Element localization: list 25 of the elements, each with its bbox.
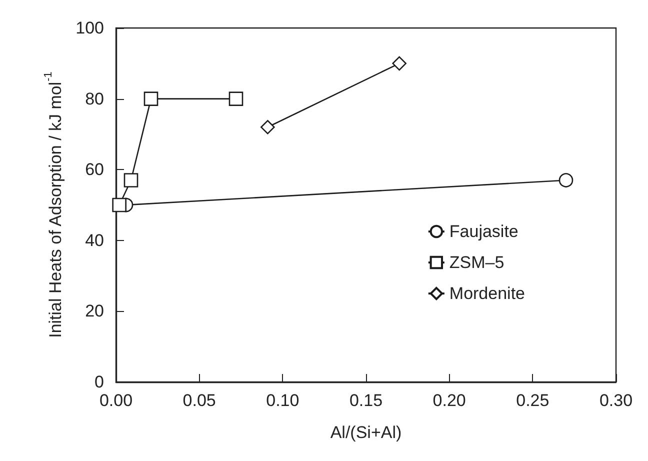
x-tick-label: 0.15 — [349, 391, 383, 410]
point — [144, 92, 158, 106]
x-tick-label: 0.05 — [182, 391, 216, 410]
point — [124, 173, 138, 188]
x-axis-title: Al/(Si+Al) — [330, 423, 402, 442]
point — [558, 173, 574, 188]
y-tick-label: 60 — [85, 160, 104, 180]
x-tick-label: 0.20 — [432, 391, 466, 410]
legend-label: Faujasite — [449, 222, 518, 241]
y-tick-label: 0 — [94, 372, 104, 392]
y-tick-label: 40 — [85, 230, 104, 250]
point — [228, 92, 244, 106]
y-tick-label: 80 — [85, 89, 104, 108]
x-tick-label: 0.25 — [516, 391, 550, 410]
point — [392, 56, 406, 71]
y-tick-label: 100 — [76, 18, 104, 38]
legend-label: ZSM–5 — [449, 253, 504, 272]
legend-label: Mordenite — [449, 284, 526, 303]
y-axis-title: Initial Heats of Adsorption / kJ mol-1 — [42, 72, 65, 338]
point — [260, 120, 275, 134]
x-tick-label: 0.10 — [266, 391, 300, 410]
point — [112, 198, 126, 212]
x-tick-label: 0.00 — [99, 391, 133, 410]
y-tick-label: 20 — [85, 302, 104, 321]
x-tick-label: 0.30 — [599, 391, 633, 410]
